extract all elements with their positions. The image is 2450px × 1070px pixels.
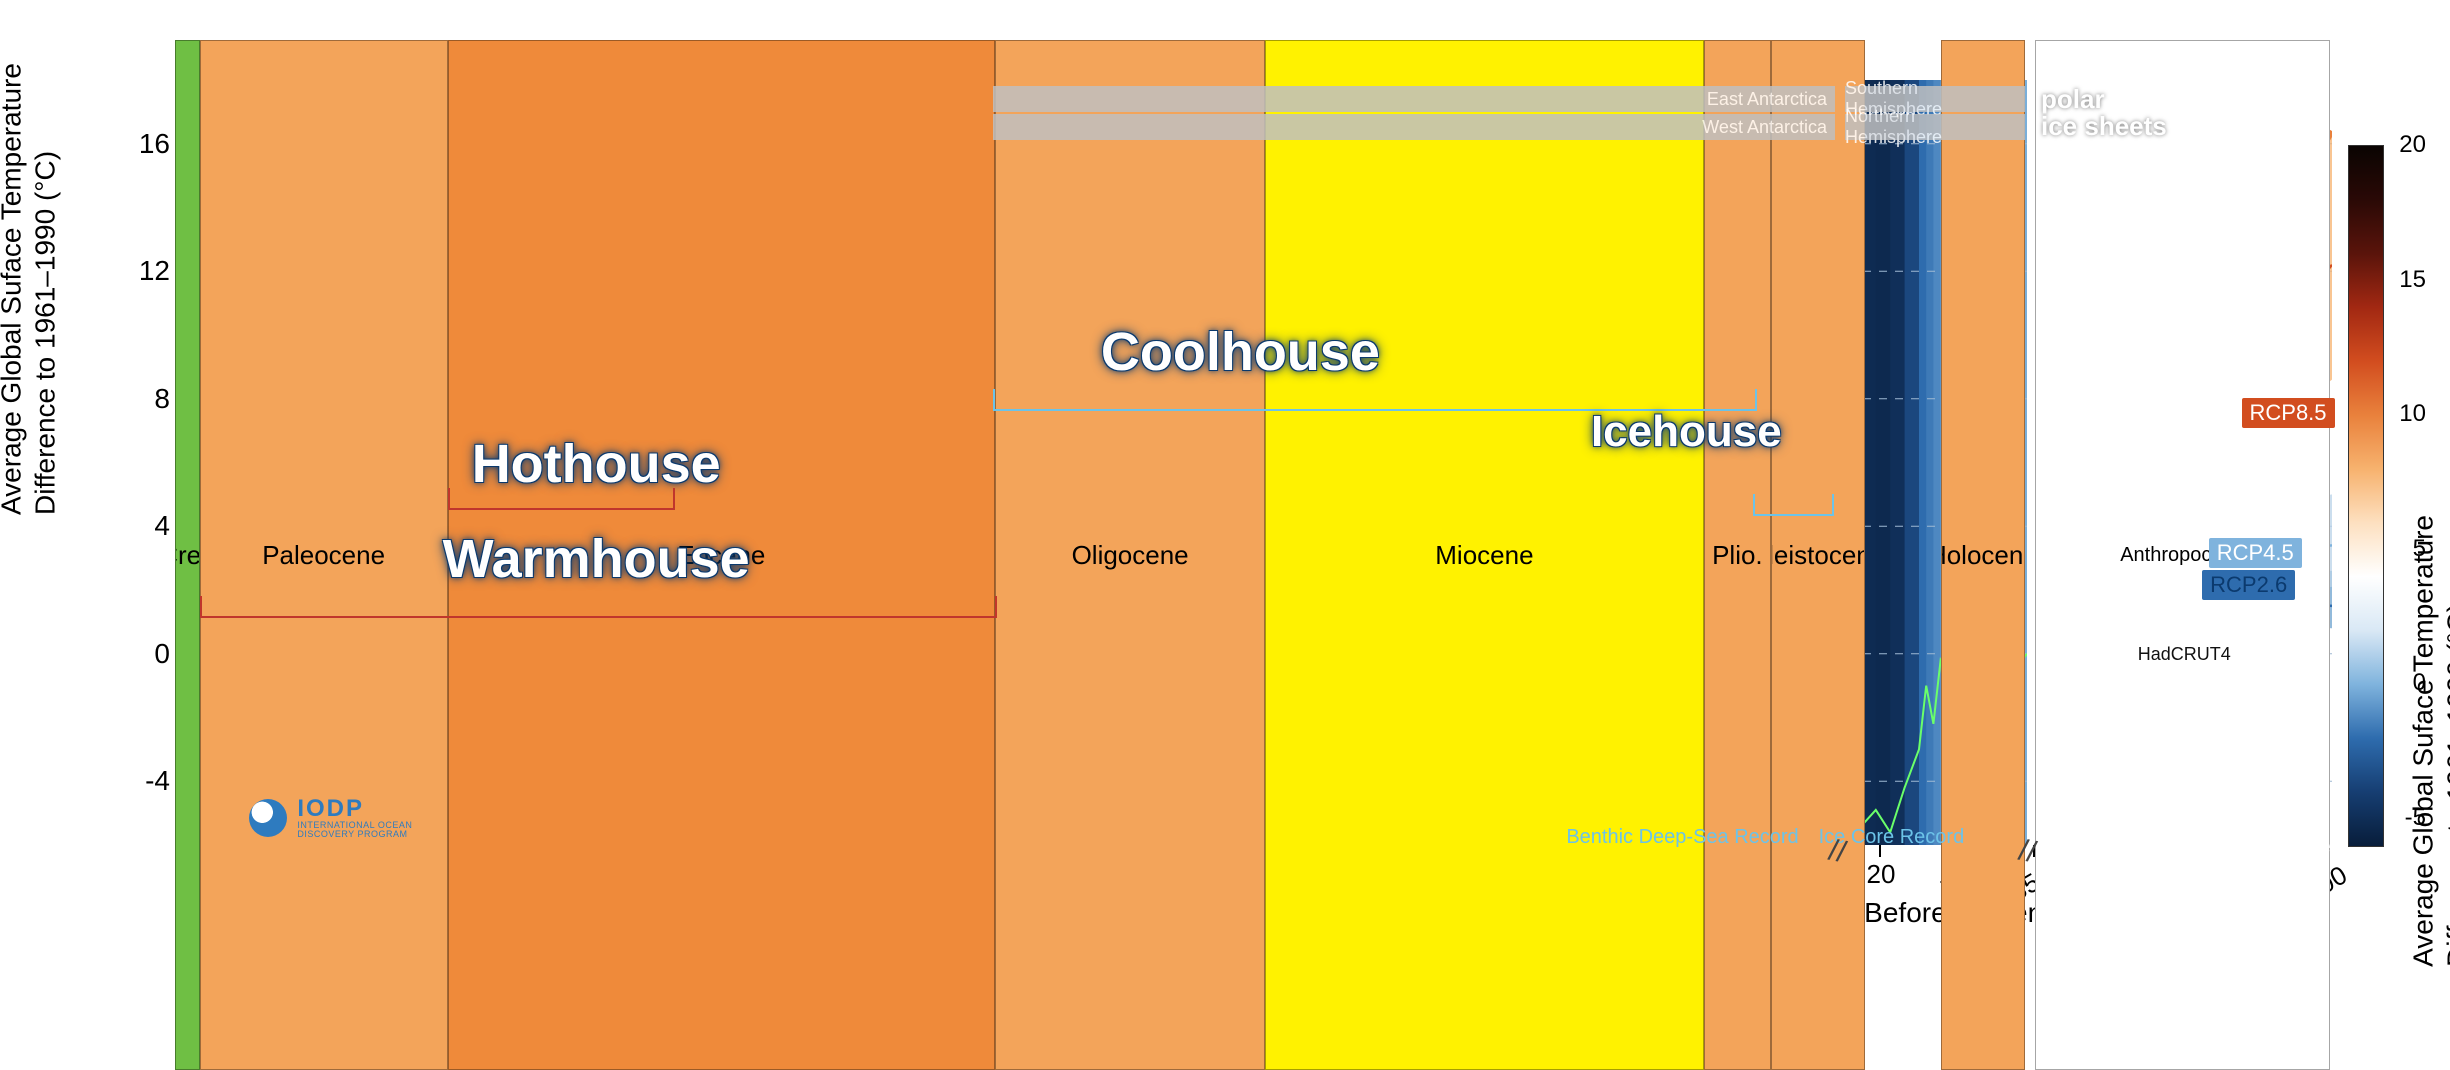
state-icehouse: Icehouse	[1526, 407, 1846, 457]
note-last150: last 150 years	[2024, 813, 2154, 859]
ytick-left: 4	[130, 510, 170, 542]
colorbar	[2348, 145, 2384, 847]
state-warmhouse: Warmhouse	[436, 528, 756, 590]
rcp-label-RCP2-6: RCP2.6	[2202, 570, 2295, 600]
rcp-label-RCP4-5: RCP4.5	[2209, 538, 2302, 568]
note-hadcrut: HadCRUT4	[2119, 644, 2249, 665]
state-coolhouse: Coolhouse	[1080, 321, 1400, 383]
ytick-left: 8	[130, 383, 170, 415]
ytick-left: 12	[130, 255, 170, 287]
note-fut300: 300 years into the future	[2204, 813, 2334, 859]
ytick-left: -4	[130, 765, 170, 797]
polar-strip: East Antarctica	[993, 86, 1835, 112]
y-axis-label-left: Average Global Suface TemperatureDiffere…	[0, 63, 62, 515]
epoch-cret: Cret.	[175, 40, 200, 1070]
epoch-holocene: Holocene	[1941, 40, 2025, 1070]
rcp-label-RCP8-5: RCP8.5	[2242, 398, 2335, 428]
epoch-pleistocene: Pleistocene	[1771, 40, 1865, 1070]
polar-strip: West Antarctica	[993, 114, 1835, 140]
epoch-oligocene: Oligocene	[995, 40, 1265, 1070]
polar-ice-sheets-label: polarice sheets	[2041, 86, 2167, 141]
ytick-left: 16	[130, 128, 170, 160]
state-hothouse: Hothouse	[436, 433, 756, 495]
epoch-plio: Plio.	[1704, 40, 1771, 1070]
iodp-logo: IODPINTERNATIONAL OCEANDISCOVERY PROGRAM	[249, 797, 412, 839]
epoch-miocene: Miocene	[1265, 40, 1704, 1070]
epoch-paleocene: Paleocene	[200, 40, 448, 1070]
ytick-left: 0	[130, 638, 170, 670]
note-benthic: Benthic Deep-Sea Record	[1566, 826, 1798, 849]
iodp-icon	[249, 799, 287, 837]
polar-strip: Northern Hemisphere	[1845, 114, 2025, 140]
